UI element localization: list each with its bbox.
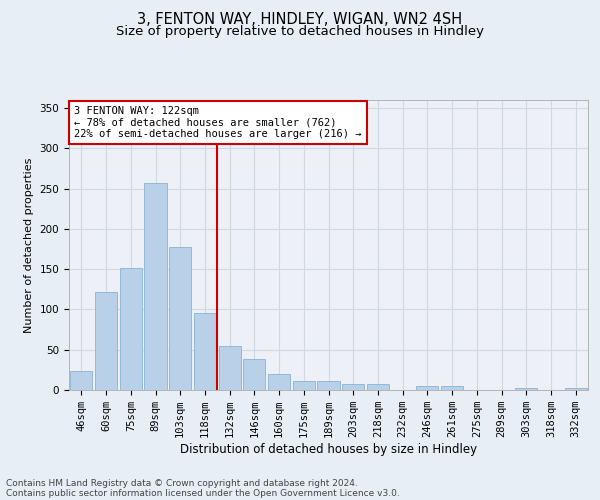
- Bar: [70, 372, 92, 390]
- Bar: [268, 374, 290, 390]
- Text: Contains HM Land Registry data © Crown copyright and database right 2024.: Contains HM Land Registry data © Crown c…: [6, 478, 358, 488]
- Bar: [145, 183, 167, 390]
- Y-axis label: Number of detached properties: Number of detached properties: [24, 158, 34, 332]
- Text: Size of property relative to detached houses in Hindley: Size of property relative to detached ho…: [116, 25, 484, 38]
- Bar: [218, 346, 241, 390]
- Text: 3, FENTON WAY, HINDLEY, WIGAN, WN2 4SH: 3, FENTON WAY, HINDLEY, WIGAN, WN2 4SH: [137, 12, 463, 28]
- Bar: [95, 292, 117, 390]
- Text: 3 FENTON WAY: 122sqm
← 78% of detached houses are smaller (762)
22% of semi-deta: 3 FENTON WAY: 122sqm ← 78% of detached h…: [74, 106, 362, 139]
- Text: Contains public sector information licensed under the Open Government Licence v3: Contains public sector information licen…: [6, 488, 400, 498]
- Bar: [367, 384, 389, 390]
- Bar: [243, 360, 265, 390]
- Bar: [565, 388, 587, 390]
- Bar: [416, 386, 439, 390]
- Bar: [342, 384, 364, 390]
- Bar: [194, 314, 216, 390]
- X-axis label: Distribution of detached houses by size in Hindley: Distribution of detached houses by size …: [180, 443, 477, 456]
- Bar: [293, 381, 315, 390]
- Bar: [119, 268, 142, 390]
- Bar: [515, 388, 538, 390]
- Bar: [441, 386, 463, 390]
- Bar: [317, 381, 340, 390]
- Bar: [169, 246, 191, 390]
